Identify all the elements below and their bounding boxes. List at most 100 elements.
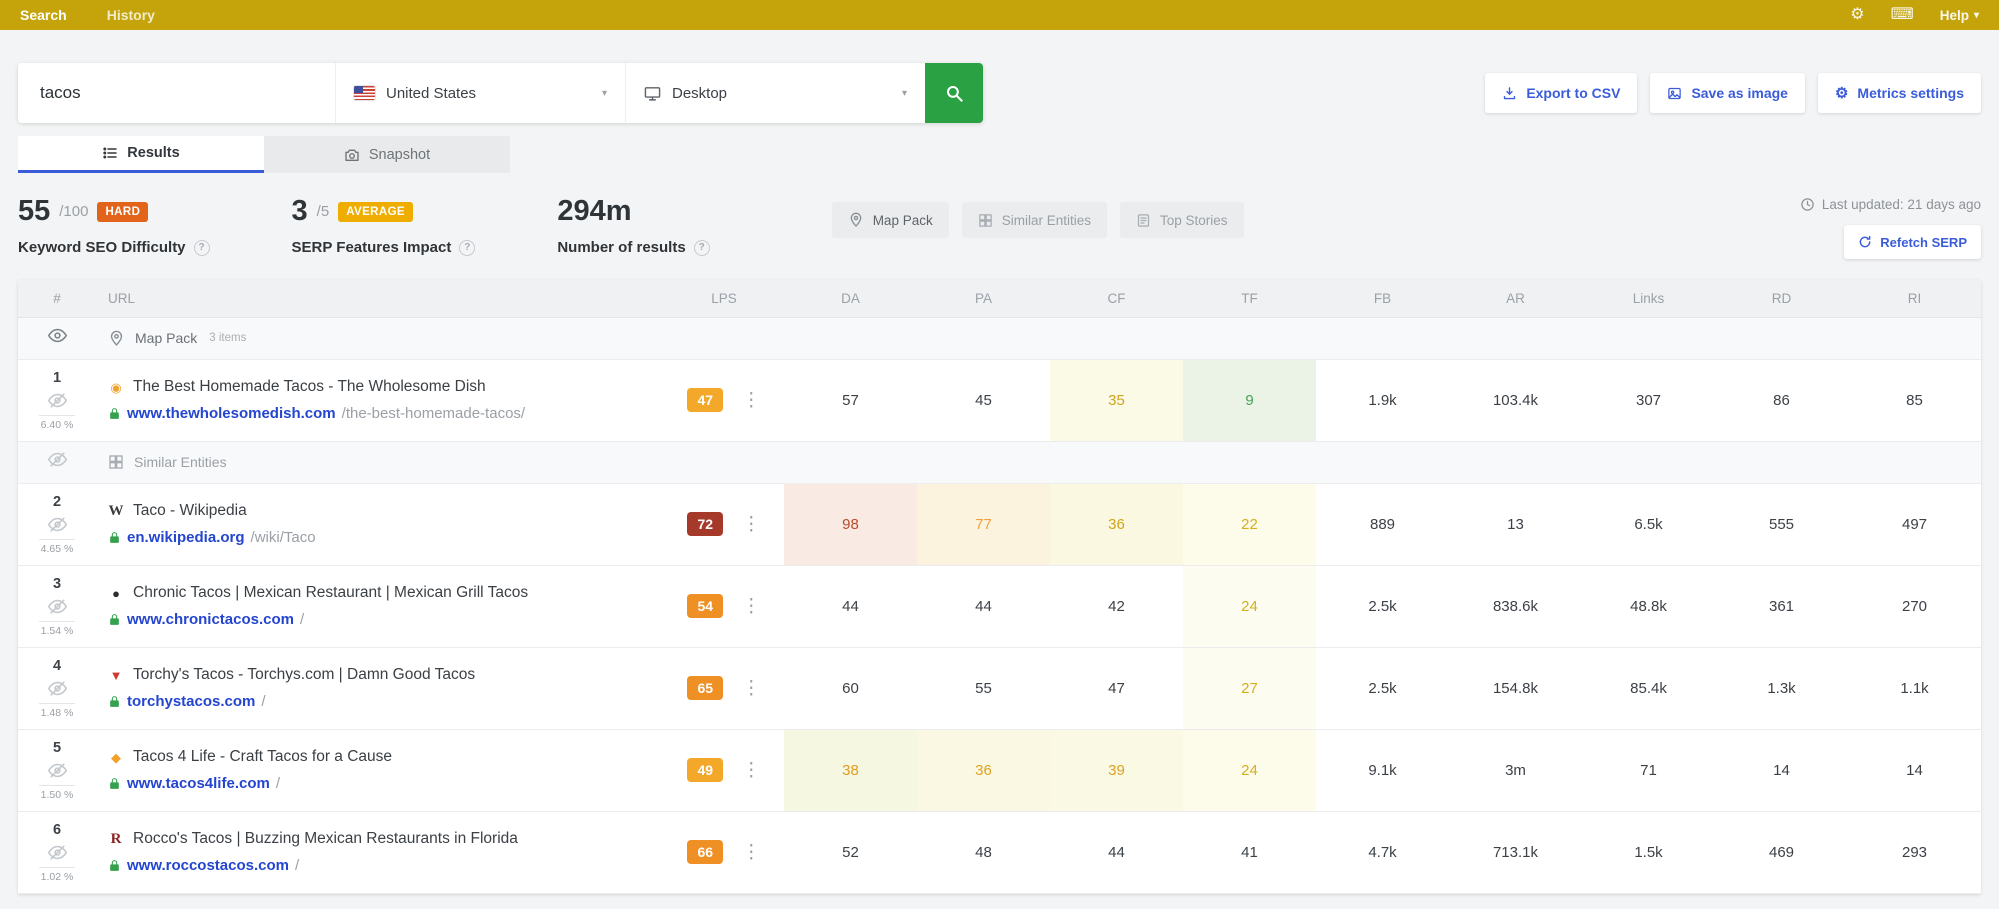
device-select[interactable]: Desktop ▾ — [625, 63, 925, 123]
estimated-ctr: 1.48 % — [39, 702, 75, 719]
list-icon — [102, 145, 118, 161]
site-favicon: ◆ — [111, 749, 121, 765]
metric-cell: 36 — [1050, 483, 1183, 565]
keyword-input[interactable] — [18, 63, 335, 123]
result-url[interactable]: www.tacos4life.com / — [108, 775, 664, 792]
result-title: Chronic Tacos | Mexican Restaurant | Mex… — [133, 584, 529, 601]
metric-cell: 27 — [1183, 647, 1316, 729]
column-header-links[interactable]: Links — [1582, 280, 1715, 318]
estimated-ctr: 1.50 % — [39, 784, 75, 801]
eye-icon[interactable] — [47, 328, 67, 349]
metric-cell: 77 — [917, 483, 1050, 565]
column-header-da[interactable]: DA — [784, 280, 917, 318]
column-header-rd[interactable]: RD — [1715, 280, 1848, 318]
column-header-cf[interactable]: CF — [1050, 280, 1183, 318]
metrics-settings-button[interactable]: ⚙ Metrics settings — [1817, 73, 1981, 113]
metric-cell: 55 — [975, 679, 992, 697]
eye-off-icon[interactable] — [47, 597, 67, 616]
camera-icon — [344, 147, 360, 163]
lock-icon — [108, 777, 121, 790]
search-button[interactable] — [925, 63, 983, 123]
result-title: Taco - Wikipedia — [133, 502, 247, 519]
column-header-rank[interactable]: # — [18, 280, 96, 318]
lock-icon — [108, 407, 121, 420]
gear-icon[interactable]: ⚙ — [1850, 6, 1865, 23]
column-header-tf[interactable]: TF — [1183, 280, 1316, 318]
metric-cell: 14 — [1906, 761, 1923, 779]
similar-entities-label: Similar Entities — [1001, 212, 1091, 228]
chevron-down-icon: ▾ — [601, 87, 607, 99]
metric-cell: 838.6k — [1492, 597, 1539, 615]
refresh-info: Last updated: 21 days ago Refetch SERP — [1800, 197, 1981, 259]
column-header-url[interactable]: URL — [96, 280, 664, 318]
table-row: 1 6.40 % ◉ The Best Homemade Tacos - The… — [18, 359, 1981, 441]
result-title: Tacos 4 Life - Craft Tacos for a Cause — [133, 748, 393, 765]
metric-cell: 42 — [1108, 597, 1125, 615]
top-stories-button[interactable]: Top Stories — [1120, 202, 1244, 238]
map-pack-label: Map Pack — [872, 212, 933, 228]
nav-history[interactable]: History — [106, 7, 155, 23]
metric-cell: 154.8k — [1492, 679, 1539, 697]
table-row: 5 1.50 % ◆ Tacos 4 Life - Craft Tacos fo… — [18, 729, 1981, 811]
result-url[interactable]: torchystacos.com / — [108, 693, 664, 710]
tab-results[interactable]: Results — [18, 136, 264, 173]
tab-results-label: Results — [127, 145, 180, 161]
map-pack-button[interactable]: Map Pack — [831, 202, 949, 238]
kebab-menu-icon[interactable]: ⋮ — [741, 513, 761, 535]
eye-off-icon[interactable] — [47, 761, 67, 780]
metric-cell: 1.5k — [1634, 843, 1663, 861]
result-path: / — [300, 611, 305, 628]
metric-cell: 24 — [1183, 565, 1316, 647]
metric-cell: 713.1k — [1492, 843, 1539, 861]
kebab-menu-icon[interactable]: ⋮ — [741, 759, 761, 781]
lps-badge: 47 — [687, 388, 724, 412]
help-menu[interactable]: Help ▾ — [1940, 8, 1979, 23]
eye-off-icon[interactable] — [47, 452, 67, 473]
search-icon — [945, 84, 964, 103]
eye-off-icon[interactable] — [47, 679, 67, 698]
column-header-pa[interactable]: PA — [917, 280, 1050, 318]
lock-icon — [108, 613, 121, 626]
kebab-menu-icon[interactable]: ⋮ — [741, 389, 761, 411]
help-tooltip-icon[interactable]: ? — [459, 239, 476, 256]
result-url[interactable]: www.chronictacos.com / — [108, 611, 664, 628]
nav-search[interactable]: Search — [20, 7, 67, 23]
eye-off-icon[interactable] — [47, 515, 67, 534]
download-icon — [1502, 86, 1517, 101]
serp-impact-value: 3 — [291, 195, 308, 227]
gear-icon: ⚙ — [1834, 84, 1849, 102]
result-url[interactable]: www.thewholesomedish.com/the-best-homema… — [108, 405, 664, 422]
column-header-lps[interactable]: LPS — [664, 280, 784, 318]
help-tooltip-icon[interactable]: ? — [193, 239, 210, 256]
tab-snapshot[interactable]: Snapshot — [264, 136, 510, 173]
metric-cell: 103.4k — [1492, 391, 1539, 409]
column-header-ar[interactable]: AR — [1449, 280, 1582, 318]
chevron-down-icon: ▾ — [1973, 9, 1979, 21]
metric-cell: 44 — [842, 597, 859, 615]
eye-off-icon[interactable] — [47, 843, 67, 862]
rank-number: 6 — [52, 821, 62, 838]
kebab-menu-icon[interactable]: ⋮ — [741, 841, 761, 863]
help-tooltip-icon[interactable]: ? — [693, 239, 710, 256]
search-card: United States ▾ Desktop ▾ — [18, 63, 983, 123]
kebab-menu-icon[interactable]: ⋮ — [741, 595, 761, 617]
search-section: United States ▾ Desktop ▾ Export to CSV — [0, 63, 1999, 123]
site-favicon: W — [108, 502, 124, 519]
serp-impact-label: SERP Features Impact — [291, 239, 452, 256]
export-csv-button[interactable]: Export to CSV — [1485, 73, 1638, 113]
column-header-fb[interactable]: FB — [1316, 280, 1449, 318]
eye-off-icon[interactable] — [47, 391, 67, 410]
lock-icon — [108, 859, 121, 872]
kebab-menu-icon[interactable]: ⋮ — [741, 677, 761, 699]
save-image-button[interactable]: Save as image — [1650, 73, 1805, 113]
location-select[interactable]: United States ▾ — [335, 63, 625, 123]
result-url[interactable]: en.wikipedia.org/wiki/Taco — [108, 529, 664, 546]
result-url[interactable]: www.roccostacos.com / — [108, 857, 664, 874]
refetch-serp-button[interactable]: Refetch SERP — [1844, 225, 1981, 259]
similar-entities-button[interactable]: Similar Entities — [961, 202, 1107, 238]
keyboard-icon[interactable]: ⌨ — [1890, 6, 1914, 23]
feature-label: Map Pack — [135, 330, 198, 346]
column-header-ri[interactable]: RI — [1848, 280, 1981, 318]
lps-badge: 72 — [687, 512, 724, 536]
result-path: /wiki/Taco — [250, 529, 316, 546]
